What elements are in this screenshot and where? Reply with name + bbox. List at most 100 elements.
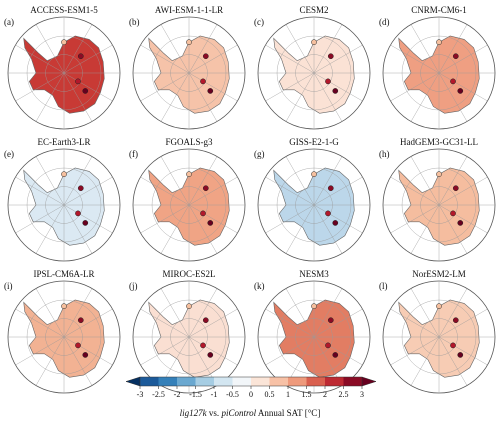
panel-label: (a) [4,17,14,27]
panel-label: (f) [129,149,138,159]
station [450,342,456,349]
panel-label: (j) [129,281,138,291]
colorbar-tick-label: -1.5 [189,390,202,399]
label-part: lig127k [180,408,208,418]
meridian [188,24,218,74]
meridian [313,72,343,122]
panel-title: CNRM-CM6-1 [411,5,467,15]
colorbar-segment [251,377,270,386]
station [77,317,84,324]
station [200,342,206,349]
station [207,220,214,226]
meridian [15,336,65,366]
station [202,53,209,60]
meridian [390,204,440,234]
meridian [410,204,440,254]
station [457,352,464,358]
station [332,88,339,94]
meridian [15,44,65,74]
meridian [390,176,440,206]
meridian [390,336,440,366]
meridian [140,204,190,234]
panel-title: ACCESS-ESM1-5 [30,5,98,15]
meridian [63,72,93,122]
station [75,210,81,217]
station [82,220,89,226]
station [450,78,456,85]
meridian [15,176,65,206]
panel-title: MIROC-ES2L [162,269,215,279]
meridian [63,308,113,338]
colorbar-segment [343,377,362,386]
meridian [140,308,190,338]
colorbar-tick-label: 2 [323,390,327,399]
meridian [63,204,93,254]
colorbar-tick-label: -0.5 [226,390,239,399]
station [61,171,67,178]
station [452,185,459,192]
colorbar-tick-label: 0 [249,390,253,399]
meridian [63,72,113,102]
meridian [410,156,440,206]
panel-label: (h) [379,149,390,159]
meridian [63,44,113,74]
colorbar-segment [306,377,325,386]
meridian [140,44,190,74]
meridian [15,72,65,102]
station [75,342,81,349]
station [436,303,442,310]
meridian [63,24,93,74]
meridian [35,336,65,386]
meridian [63,336,93,386]
panel-title: FGOALS-g3 [165,137,213,147]
meridian [390,308,440,338]
meridian [438,336,468,386]
station [327,53,334,60]
meridian [313,288,343,338]
panel-title: GISS-E2-1-G [289,137,339,147]
meridian [188,204,238,234]
station [311,171,317,178]
station [207,352,214,358]
panel-title: IPSL-CM6A-LR [33,269,94,279]
meridian [285,72,315,122]
station [202,317,209,324]
station [75,78,81,85]
colorbar-tick-label: 0.5 [265,390,275,399]
meridian [438,44,488,74]
meridian [140,72,190,102]
meridian [285,156,315,206]
station [200,210,206,217]
panel-label: (c) [254,17,264,27]
meridian [188,72,218,122]
colorbar-segment [269,377,288,386]
meridian [15,204,65,234]
meridian [438,204,468,254]
meridian [390,44,440,74]
meridian [313,156,343,206]
meridian [285,204,315,254]
label-part: Annual SAT [°C] [256,408,320,418]
station [457,220,464,226]
meridian [188,308,238,338]
meridian [63,176,113,206]
colorbar-tick-label: 3 [360,390,364,399]
panel-title: EC-Earth3-LR [38,137,91,147]
meridian [410,288,440,338]
station [327,317,334,324]
station [332,352,339,358]
meridian [63,156,93,206]
panel-title: CESM2 [299,5,328,15]
station [436,39,442,46]
meridian [188,288,218,338]
colorbar-segment [140,377,159,386]
station [186,303,192,310]
meridian [188,176,238,206]
meridian [35,72,65,122]
station [186,39,192,46]
station [311,303,317,310]
meridian [285,24,315,74]
panel-title: HadGEM3-GC31-LL [400,137,478,147]
meridian [285,288,315,338]
meridian [438,72,488,102]
